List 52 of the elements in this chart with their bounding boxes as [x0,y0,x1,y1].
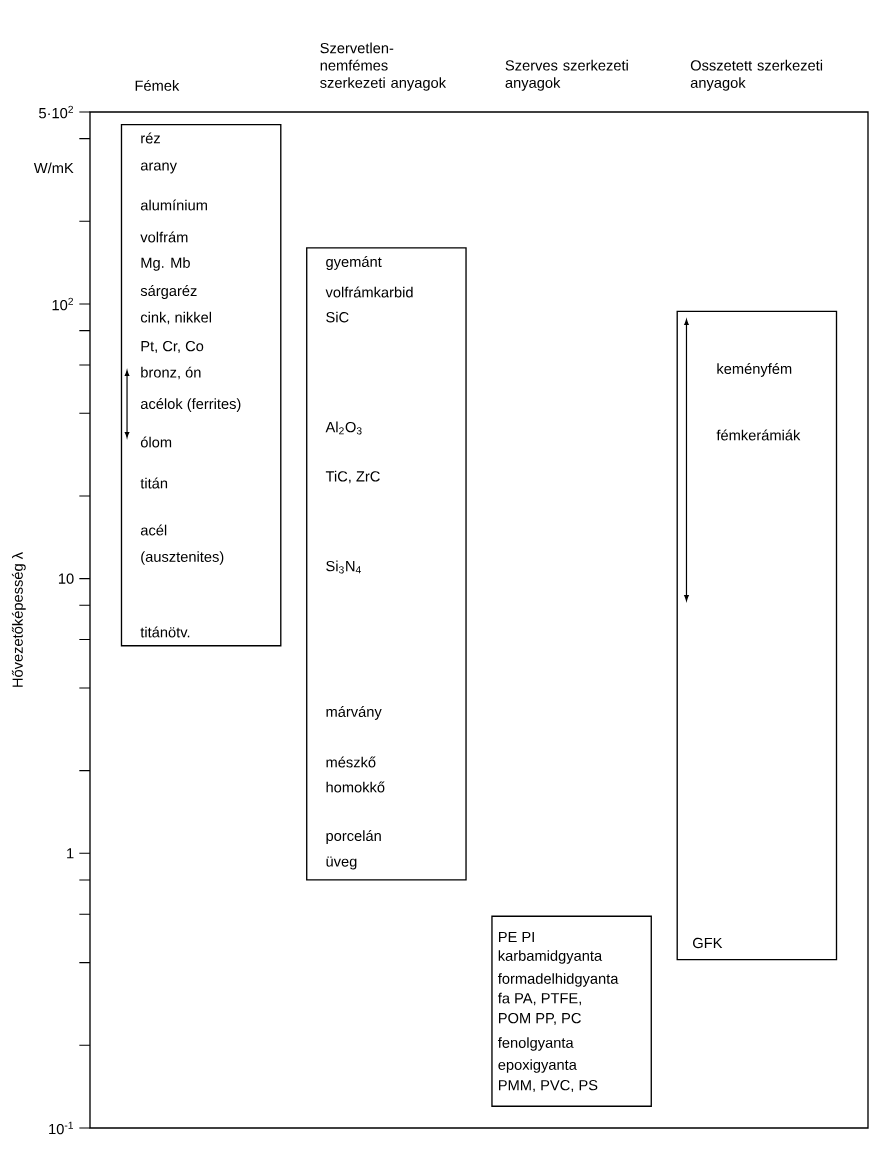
x-tick-label: Szervetlen-nemfémes szerkezeti anyagok [320,42,447,91]
bar [491,915,652,1107]
annotation: mészkő [326,756,376,768]
annotation: fémkerámiák [716,429,801,441]
annotation: titánötv. [140,626,190,638]
annotation: karbamidgyanta [498,950,603,964]
annotation: Al$_{2}$O$_{3}$ [325,421,362,435]
bar [306,247,467,881]
annotation: bronz, ón [141,366,201,380]
x-tick-label: Fémek [135,79,180,91]
bar [676,310,838,961]
y-tick-label: 10$^{-1}$ [49,1121,74,1135]
annotation: keményfém [717,363,792,377]
annotation: márvány [326,706,382,720]
annotation: üveg [326,856,357,870]
annotation: volfrámkarbid [325,286,413,298]
annotation: epoxigyanta [498,1059,577,1073]
annotation: sárgaréz [140,285,197,299]
annotation: Pt, Cr, Co [141,340,204,354]
annotation: gyemánt [326,256,382,270]
annotation: SiC [326,311,349,323]
annotation: porcelán [326,830,381,844]
y-tick-label: 10 [58,573,74,584]
text: W/mK [33,162,74,174]
annotation: Mg. Mb [141,257,190,271]
annotation: PE PI [499,931,534,943]
x-tick-label: Szerves szerkezeti anyagok [505,59,628,91]
y-tick-label: 1 [67,848,74,859]
annotation: GFK [693,937,723,949]
annotation: formadelhidgyanta [497,973,619,987]
annotation: réz [141,132,160,144]
annotation: cink, nikkel [140,311,212,325]
annotation: fa PA, PTFE, [497,992,581,1006]
annotation: fenolgyanta [497,1037,574,1051]
annotation: ólom [140,436,172,448]
x-tick-label: Osszetett szerkezeti anyagok [690,59,823,91]
y-tick-label: 10$^{2}$ [52,297,73,311]
annotation: PMM, PVC, PS [499,1079,598,1093]
bar [120,123,282,647]
y-tick-label: 5·10$^{2}$ [39,105,73,119]
annotation: POM PP, PC [499,1012,581,1026]
annotation: volfrám [140,231,188,243]
annotation: titán [140,477,168,489]
annotation: Si$_{3}$N$_{4}$ [326,560,361,574]
annotation: alumínium [140,199,207,211]
annotation: acél [140,524,167,536]
annotation: homokkő [326,781,385,793]
annotation: TiC, ZrC [325,470,380,484]
annotation: acélok (ferrites) [140,398,241,412]
annotation: arany [140,162,177,174]
annotation: (ausztenites) [141,551,224,565]
y-axis-title: Hővezetőképesség λ [11,552,26,687]
